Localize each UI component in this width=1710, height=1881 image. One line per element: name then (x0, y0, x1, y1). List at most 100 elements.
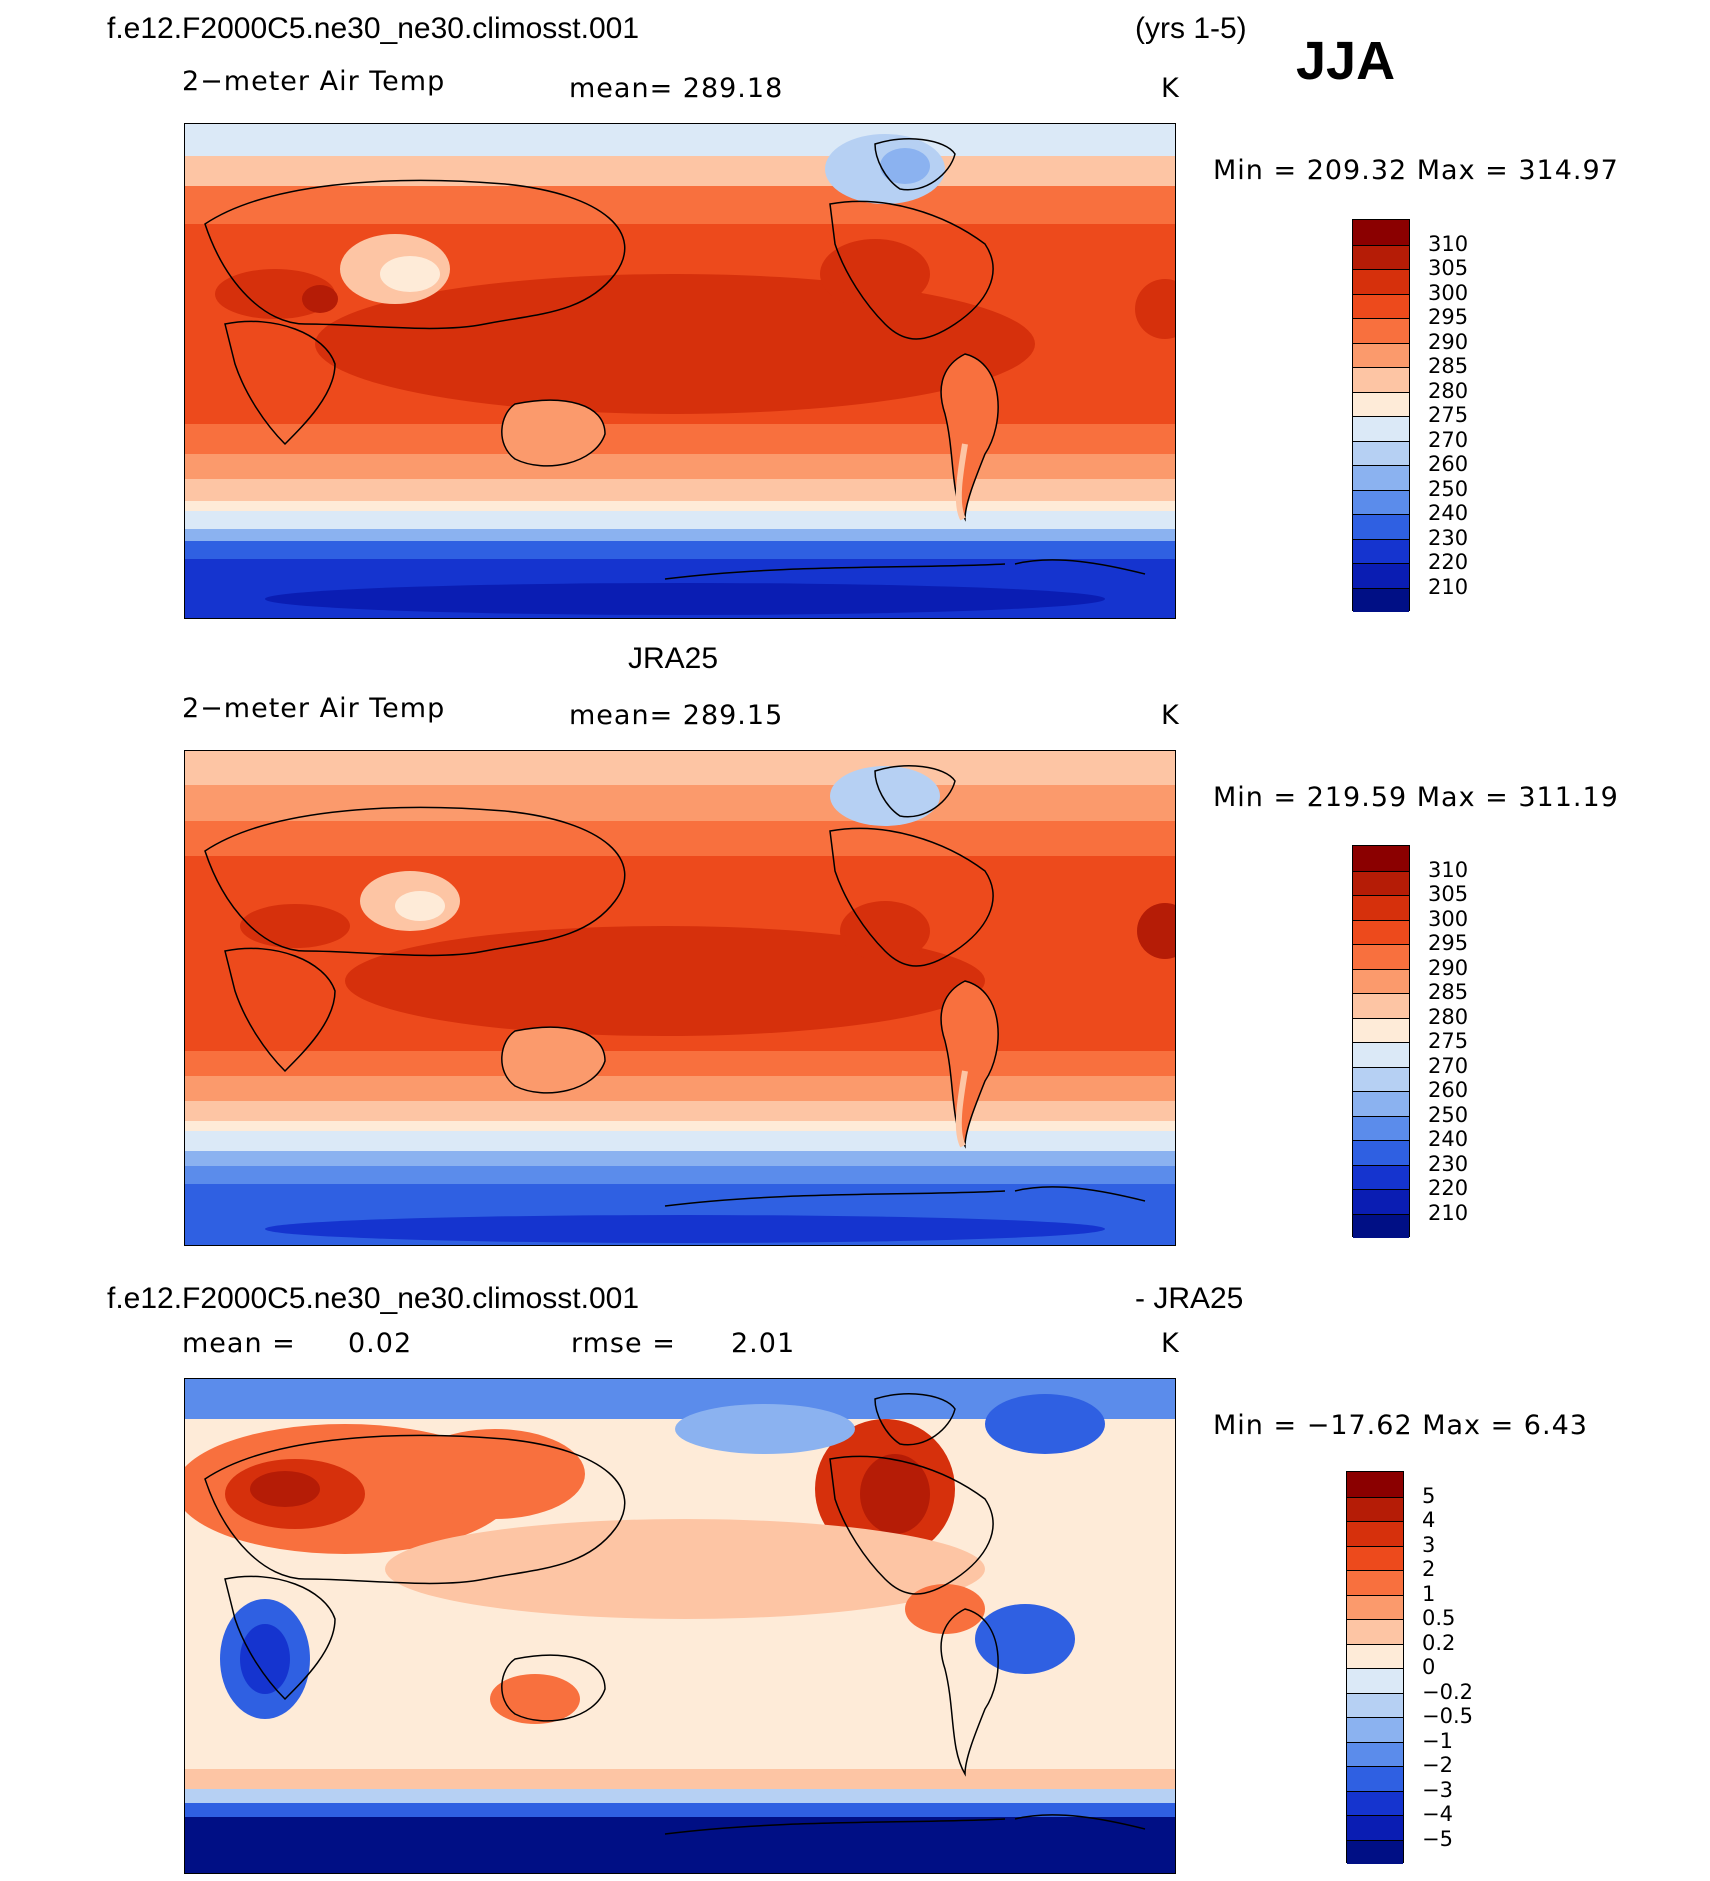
panel1-colorbar-cell (1353, 587, 1409, 612)
panel1-colorbar-cell (1353, 220, 1409, 245)
panel2-colorbar-tick-label: 270 (1428, 1053, 1469, 1078)
panel1-colorbar-cell (1353, 293, 1409, 318)
panel2-colorbar-tick-label: 310 (1428, 857, 1469, 882)
panel2-colorbar-cell (1353, 1189, 1409, 1214)
panel1-colorbar-cell (1353, 514, 1409, 539)
panel3-colorbar-cell (1347, 1839, 1403, 1864)
panel2-colorbar-cell (1353, 968, 1409, 993)
panel3-colorbar-cell (1347, 1790, 1403, 1815)
panel3-colorbar-cell (1347, 1741, 1403, 1766)
panel3-colorbar-tick-label: −0.2 (1422, 1679, 1473, 1704)
panel2-colorbar-tick-label: 285 (1428, 980, 1469, 1004)
panel1-colorbar (1352, 219, 1410, 612)
panel2-colorbar-cell (1353, 1213, 1409, 1238)
panel1-colorbar-cell (1353, 465, 1409, 490)
panel1-colorbar-tick-label: 240 (1428, 501, 1469, 525)
panel2-title: JRA25 (628, 642, 719, 675)
panel2-map (184, 750, 1176, 1246)
panel1-colorbar-tick-label: 310 (1428, 231, 1469, 256)
panel3-colorbar-cell (1347, 1668, 1403, 1693)
panel3-colorbar-tick-label: 0.5 (1422, 1606, 1456, 1630)
panel2-colorbar-tick-label: 280 (1428, 1004, 1469, 1029)
panel1-colorbar-cell (1353, 391, 1409, 416)
panel1-mean: mean= 289.18 (569, 73, 784, 104)
panel2-colorbar-tick-label: 250 (1428, 1102, 1469, 1127)
panel3-colorbar-tick-label: 0 (1422, 1655, 1436, 1679)
panel2-colorbar-cell (1353, 919, 1409, 944)
panel2-colorbar (1352, 845, 1410, 1238)
panel2-colorbar-tick-label: 210 (1428, 1200, 1469, 1225)
panel1-colorbar-tick-label: 280 (1428, 378, 1469, 403)
panel2-colorbar-tick-label: 260 (1428, 1078, 1469, 1102)
panel1-colorbar-cell (1353, 440, 1409, 465)
panel1-colorbar-cell (1353, 342, 1409, 367)
panel1-colorbar-cell (1353, 269, 1409, 294)
panel2-colorbar-cell (1353, 1066, 1409, 1091)
panel3-colorbar-tick-label: 4 (1422, 1508, 1436, 1532)
panel2-colorbar-tick-label: 240 (1428, 1127, 1469, 1151)
panel2-colorbar-cell (1353, 1091, 1409, 1116)
panel1-colorbar-cell (1353, 538, 1409, 563)
season-label: JJA (1296, 31, 1396, 91)
panel1-map (184, 123, 1176, 619)
panel3-colorbar-cell (1347, 1692, 1403, 1717)
panel3-colorbar-cell (1347, 1521, 1403, 1546)
panel3-colorbar-cell (1347, 1570, 1403, 1595)
panel3-colorbar-tick-label: −0.5 (1422, 1704, 1473, 1728)
panel3-colorbar-cell (1347, 1472, 1403, 1497)
panel3-colorbar-tick-label: −5 (1422, 1826, 1453, 1851)
panel3-title: f.e12.F2000C5.ne30_ne30.climosst.001 (107, 1282, 640, 1315)
panel3-colorbar-tick-label: −2 (1422, 1753, 1453, 1777)
panel1-colorbar-tick-label: 230 (1428, 525, 1469, 550)
panel1-colorbar-cell (1353, 318, 1409, 343)
panel2-colorbar-cell (1353, 846, 1409, 871)
panel3-title-right: - JRA25 (1135, 1282, 1244, 1315)
panel1-colorbar-tick-label: 285 (1428, 354, 1469, 378)
panel2-colorbar-tick-label: 220 (1428, 1176, 1469, 1200)
panel3-colorbar-cell (1347, 1815, 1403, 1840)
panel3-rmse-value: 2.01 (731, 1328, 796, 1359)
panel2-colorbar-tick-label: 290 (1428, 955, 1469, 980)
panel1-colorbar-tick-label: 270 (1428, 427, 1469, 452)
panel2-colorbar-cell (1353, 1164, 1409, 1189)
panel1-minmax: Min = 209.32 Max = 314.97 (1213, 155, 1619, 186)
panel1-title: f.e12.F2000C5.ne30_ne30.climosst.001 (107, 12, 640, 45)
panel3-colorbar-tick-label: 2 (1422, 1557, 1436, 1581)
panel1-units: K (1161, 73, 1180, 104)
panel1-variable: 2−meter Air Temp (182, 66, 446, 97)
panel3-colorbar-cell (1347, 1717, 1403, 1742)
panel1-colorbar-tick-label: 250 (1428, 476, 1469, 501)
panel3-colorbar-cell (1347, 1594, 1403, 1619)
panel3-colorbar-tick-label: 5 (1422, 1483, 1436, 1508)
panel2-colorbar-tick-label: 275 (1428, 1029, 1469, 1053)
panel3-colorbar-tick-label: 0.2 (1422, 1630, 1456, 1655)
panel3-units: K (1161, 1328, 1180, 1359)
panel1-colorbar-cell (1353, 244, 1409, 269)
panel3-minmax: Min = −17.62 Max = 6.43 (1213, 1410, 1588, 1441)
panel3-colorbar-tick-label: 1 (1422, 1581, 1436, 1606)
panel1-colorbar-tick-label: 300 (1428, 280, 1469, 305)
panel3-colorbar-cell (1347, 1545, 1403, 1570)
panel3-colorbar-cell (1347, 1766, 1403, 1791)
panel2-colorbar-tick-label: 305 (1428, 882, 1469, 906)
panel1-colorbar-tick-label: 295 (1428, 305, 1469, 329)
panel2-colorbar-cell (1353, 944, 1409, 969)
panel2-colorbar-cell (1353, 870, 1409, 895)
panel1-colorbar-tick-label: 210 (1428, 574, 1469, 599)
panel3-rmse-label: rmse = (571, 1328, 676, 1359)
panel2-minmax: Min = 219.59 Max = 311.19 (1213, 782, 1619, 813)
panel1-colorbar-cell (1353, 416, 1409, 441)
panel3-colorbar (1346, 1471, 1404, 1864)
panel3-colorbar-tick-label: −1 (1422, 1728, 1453, 1753)
panel1-colorbar-tick-label: 260 (1428, 452, 1469, 476)
panel3-colorbar-cell (1347, 1619, 1403, 1644)
panel2-units: K (1161, 700, 1180, 731)
panel1-colorbar-tick-label: 290 (1428, 329, 1469, 354)
panel2-mean: mean= 289.15 (569, 700, 784, 731)
panel1-colorbar-cell (1353, 563, 1409, 588)
panel3-colorbar-tick-label: 3 (1422, 1532, 1436, 1557)
panel2-colorbar-cell (1353, 895, 1409, 920)
panel3-mean-value: 0.02 (348, 1328, 413, 1359)
panel2-colorbar-tick-label: 230 (1428, 1151, 1469, 1176)
panel2-variable: 2−meter Air Temp (182, 693, 446, 724)
